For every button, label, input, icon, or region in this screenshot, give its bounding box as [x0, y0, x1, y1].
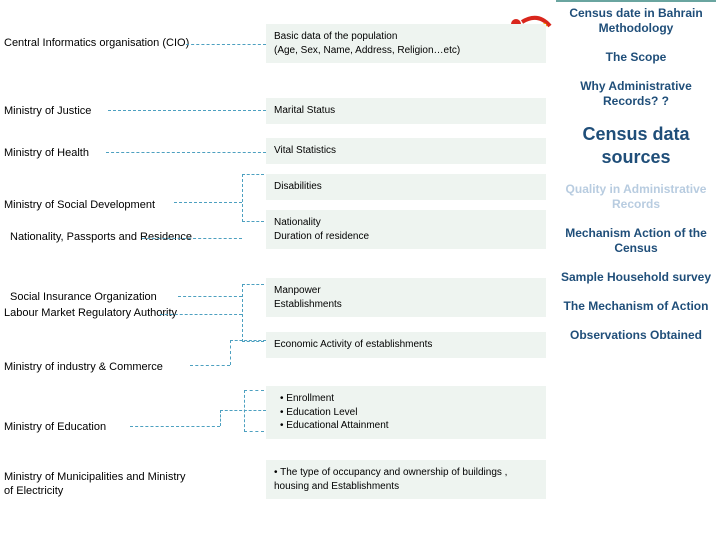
- connector-line: [130, 426, 220, 427]
- connector-line: [230, 340, 266, 341]
- data-box: • Enrollment• Education Level• Education…: [266, 386, 546, 439]
- right-nav-item: Quality in Administrative Records: [556, 182, 716, 212]
- data-box: Disabilities: [266, 174, 546, 200]
- bracket: [242, 284, 264, 342]
- connector-line: [186, 44, 266, 45]
- right-nav-item: The Mechanism of Action: [556, 299, 716, 314]
- right-nav-item: Census date in Bahrain Methodology: [556, 0, 716, 36]
- right-nav-item: Observations Obtained: [556, 328, 716, 343]
- connector-line: [190, 365, 230, 366]
- right-nav-item: Why Administrative Records? ?: [556, 79, 716, 109]
- ministry-item: Ministry of Social Development: [4, 198, 194, 212]
- connector-line: [178, 296, 242, 297]
- ministry-item: Social Insurance Organization: [10, 290, 200, 304]
- right-nav-item: Census data sources: [556, 123, 716, 168]
- connector-line: [160, 314, 242, 315]
- connector-line: [174, 202, 242, 203]
- data-box: Economic Activity of establishments: [266, 332, 546, 358]
- data-box: Basic data of the population(Age, Sex, N…: [266, 24, 546, 63]
- right-nav-column: Census date in Bahrain Methodology The Sc…: [556, 0, 716, 357]
- data-box: Marital Status: [266, 98, 546, 124]
- bracket: [242, 174, 264, 222]
- data-box: ManpowerEstablishments: [266, 278, 546, 317]
- data-box: Vital Statistics: [266, 138, 546, 164]
- ministry-item: Ministry of Justice: [4, 104, 194, 118]
- right-nav-item: The Scope: [556, 50, 716, 65]
- connector-line: [220, 410, 221, 426]
- connector-line: [230, 340, 231, 365]
- connector-line: [108, 110, 266, 111]
- connector-line: [142, 238, 242, 239]
- connector-line: [106, 152, 266, 153]
- right-nav-item: Sample Household survey: [556, 270, 716, 285]
- ministry-item: Ministry of Health: [4, 146, 194, 160]
- data-box: • The type of occupancy and ownership of…: [266, 460, 546, 499]
- right-nav-item: Mechanism Action of the Census: [556, 226, 716, 256]
- ministry-item: Central Informatics organisation (CIO): [4, 36, 194, 50]
- ministry-item: Ministry of Municipalities and Ministry …: [4, 470, 194, 499]
- bracket: [244, 390, 264, 432]
- ministry-item: Ministry of Education: [4, 420, 194, 434]
- data-box: NationalityDuration of residence: [266, 210, 546, 249]
- ministry-item: Ministry of industry & Commerce: [4, 360, 194, 374]
- connector-line: [220, 410, 266, 411]
